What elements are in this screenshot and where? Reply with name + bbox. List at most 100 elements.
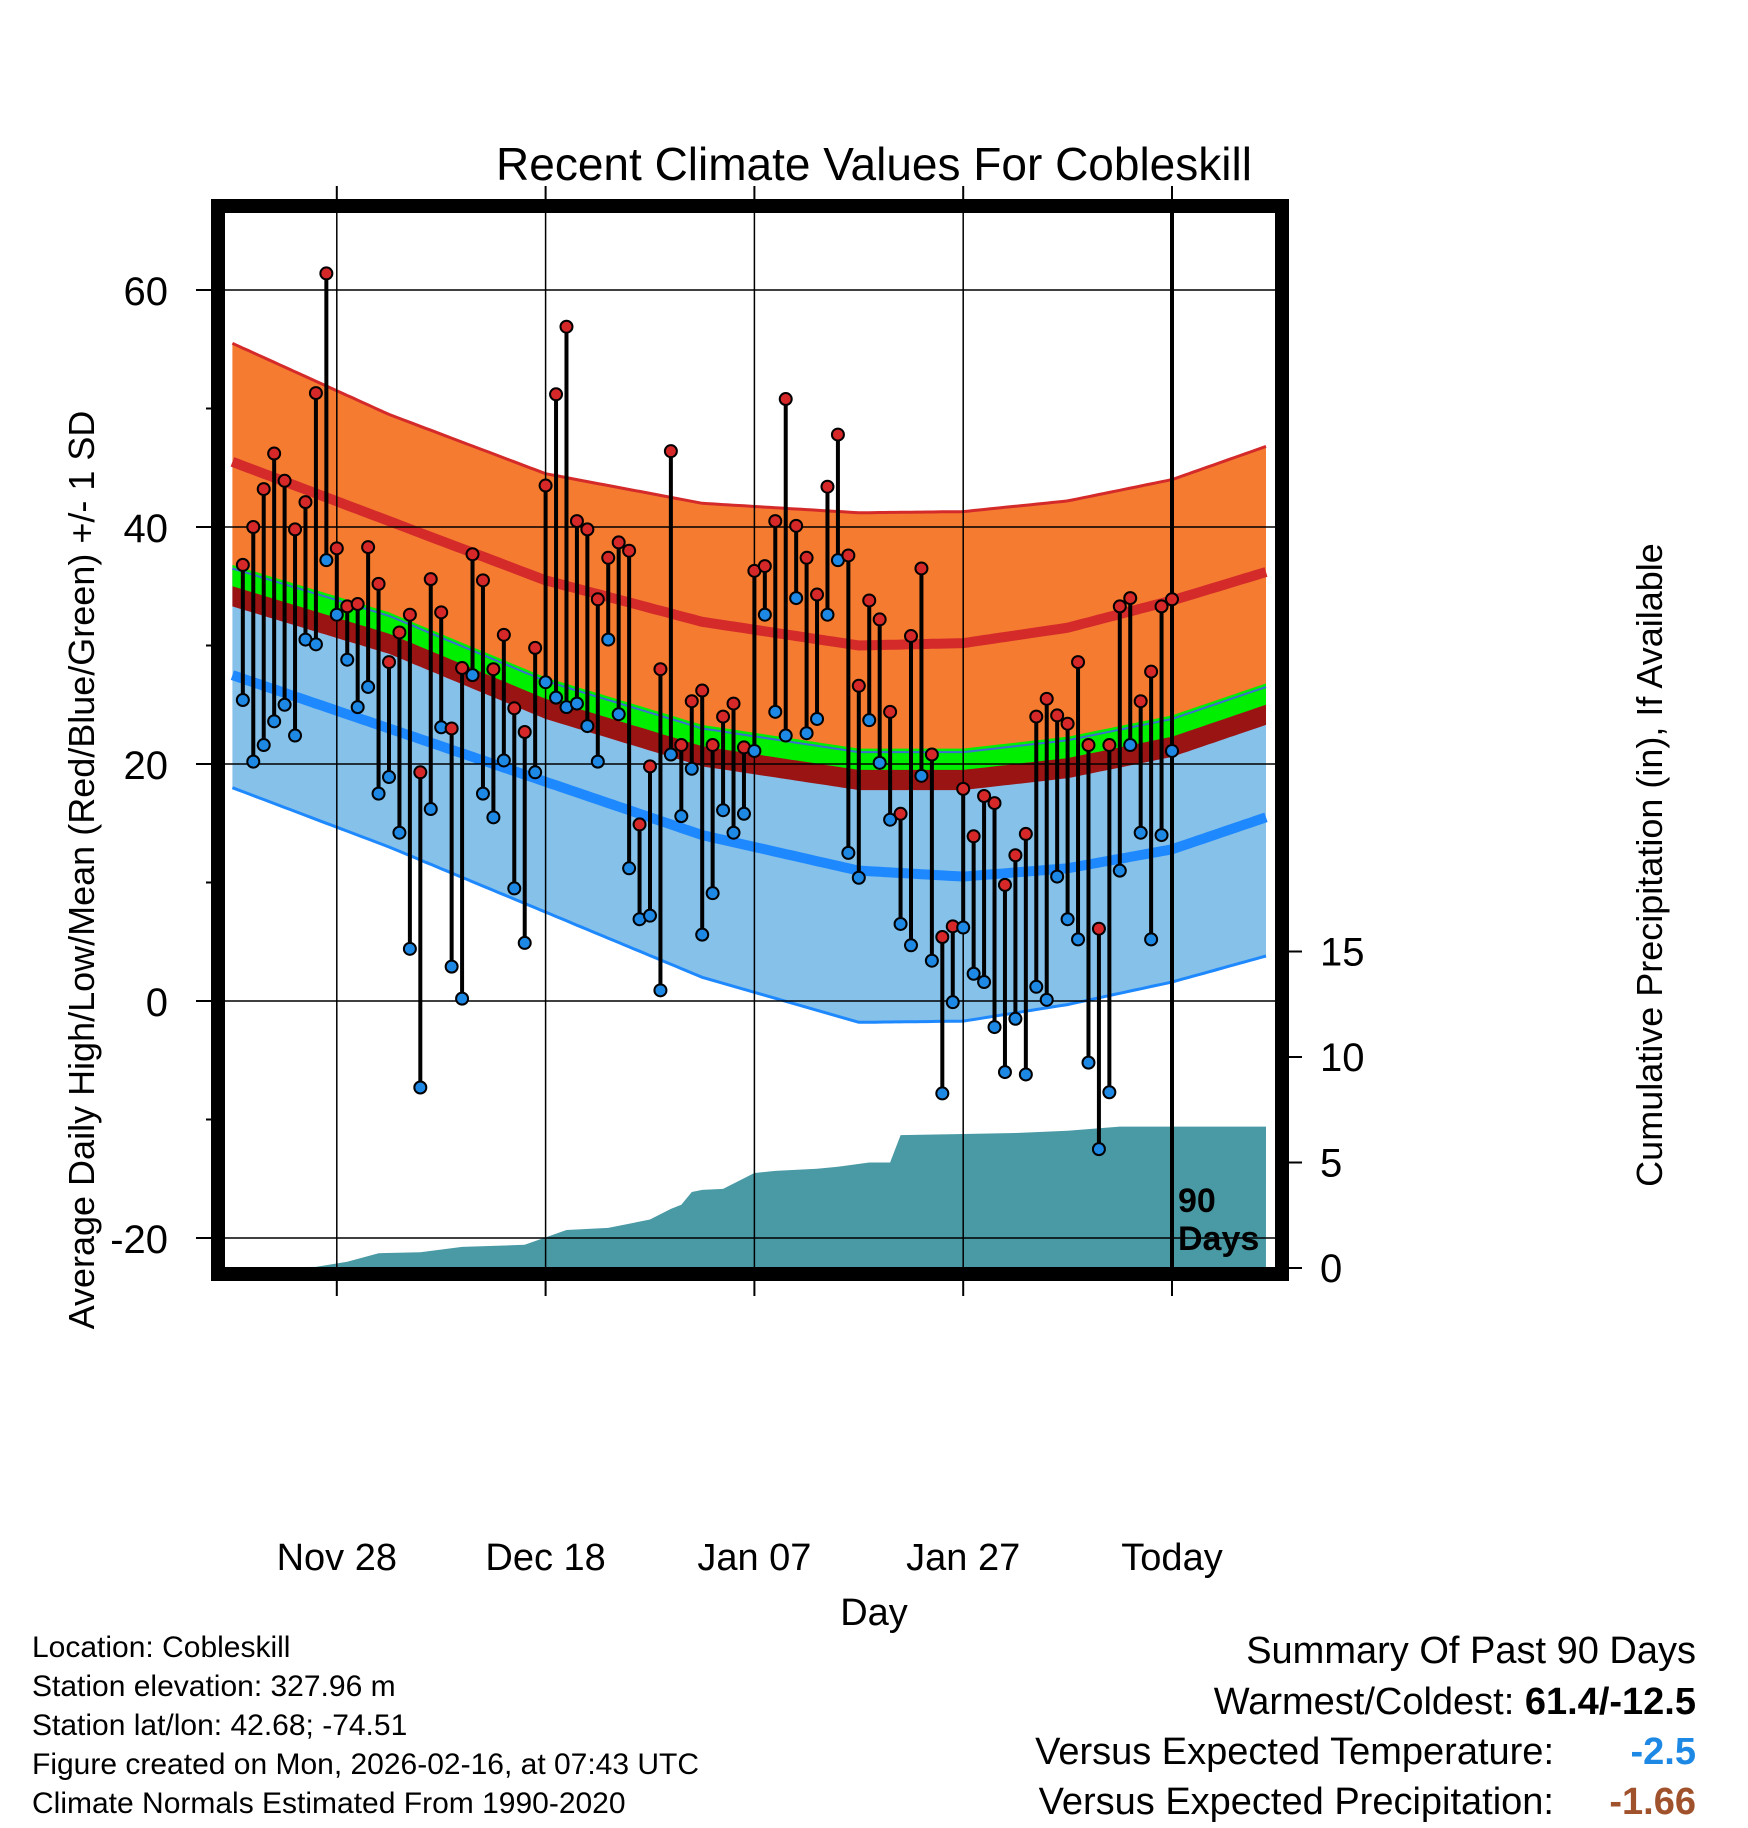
warmest-label: Warmest/Coldest: — [1213, 1681, 1515, 1723]
low-temp-point — [475, 786, 490, 801]
high-temp-point — [1050, 708, 1065, 723]
high-temp-point — [726, 696, 741, 711]
low-temp-point — [904, 938, 918, 953]
high-temp-point — [298, 495, 313, 510]
low-temp-point — [361, 679, 376, 694]
high-temp-point — [789, 518, 804, 533]
low-temp-point — [371, 786, 386, 801]
high-temp-point — [434, 605, 449, 620]
low-temp-point — [622, 861, 637, 876]
high-temp-point — [935, 930, 950, 945]
summary-title: Summary Of Past 90 Days — [1246, 1630, 1696, 1672]
low-temp-point — [308, 637, 323, 652]
x-tick-label-3: Jan 07 — [697, 1537, 811, 1579]
low-temp-point — [914, 768, 929, 783]
y-axis-label: Average Daily High/Low/Mean (Red/Blue/Gr… — [61, 411, 102, 1330]
high-temp-point — [590, 592, 605, 607]
high-temp-point — [475, 573, 490, 588]
low-temp-point — [319, 553, 334, 568]
low-temp-point — [580, 719, 595, 734]
high-temp-point — [559, 319, 574, 334]
low-temp-point — [1039, 992, 1054, 1007]
low-temp-point — [382, 770, 396, 785]
low-temp-point — [1060, 912, 1075, 927]
high-temp-point — [1123, 591, 1138, 606]
high-temp-point — [580, 522, 595, 537]
low-temp-point — [799, 726, 814, 741]
high-temp-point — [705, 738, 720, 753]
high-temp-point — [1018, 826, 1033, 841]
high-temp-point — [455, 661, 470, 676]
y-tick-label-5: -20 — [110, 1218, 168, 1262]
x-tick-label-1: Nov 28 — [277, 1537, 397, 1579]
low-temp-point — [1018, 1067, 1033, 1082]
low-temp-point — [1029, 979, 1044, 994]
low-temp-point — [757, 607, 772, 622]
warmest-value: 61.4/-12.5 — [1524, 1681, 1696, 1723]
high-temp-point — [862, 593, 877, 608]
low-temp-point — [726, 825, 741, 840]
location-text: Location: Cobleskill — [32, 1631, 291, 1664]
low-temp-point — [1008, 1011, 1023, 1026]
high-temp-point — [1133, 694, 1148, 709]
low-temp-point — [1081, 1055, 1096, 1070]
high-temp-point — [799, 550, 814, 565]
high-temp-point — [465, 547, 480, 562]
high-temp-point — [329, 541, 344, 556]
high-temp-point — [914, 561, 929, 576]
plot-content — [224, 212, 1276, 1268]
high-temp-point — [872, 612, 887, 627]
high-temp-point — [256, 482, 271, 497]
daily-dots — [235, 266, 1179, 1157]
high-temp-point — [966, 829, 981, 844]
high-temp-point — [851, 678, 866, 693]
y2-tick-label-3: 5 — [1320, 1142, 1342, 1186]
low-temp-point — [601, 632, 616, 647]
low-temp-point — [517, 935, 532, 950]
low-temp-point — [507, 881, 522, 896]
high-temp-point — [653, 662, 668, 677]
low-temp-point — [684, 761, 699, 776]
low-temp-point — [810, 711, 825, 726]
low-temp-point — [392, 825, 407, 840]
temp-value: -2.5 — [1630, 1731, 1696, 1773]
low-temp-point — [496, 753, 511, 768]
low-temp-point — [569, 696, 584, 711]
low-temp-point — [768, 704, 783, 719]
high-temp-point — [977, 788, 992, 803]
high-temp-point — [517, 725, 532, 740]
low-temp-point — [747, 743, 762, 758]
low-temp-point — [444, 959, 459, 974]
low-temp-point — [256, 738, 271, 753]
high-temp-point — [611, 535, 626, 550]
precip-value: -1.66 — [1609, 1781, 1696, 1823]
high-temp-point — [1154, 599, 1169, 614]
high-temp-point — [632, 817, 647, 832]
high-temp-point — [361, 540, 376, 555]
high-temp-point — [757, 559, 772, 574]
high-temp-point — [1060, 716, 1075, 731]
low-temp-point — [267, 714, 282, 729]
temp-row: Versus Expected Temperature: -2.5 — [1035, 1727, 1696, 1777]
axes: 60 40 20 0 -20 Nov 28 Dec 18 Jan 07 Jan 27 Today 1… — [110, 186, 1365, 1579]
high-temp-point — [246, 520, 261, 534]
chart-title: Recent Climate Values For Cobleskill — [496, 138, 1252, 190]
low-temp-point — [235, 693, 250, 708]
low-temp-point — [549, 690, 564, 705]
low-temp-point — [340, 652, 355, 667]
y2-tick-label-2: 10 — [1320, 1036, 1365, 1080]
low-temp-point — [935, 1086, 950, 1101]
low-temp-point — [288, 728, 303, 743]
high-temp-point — [538, 478, 553, 493]
warmest-row: Warmest/Coldest: 61.4/-12.5 — [1035, 1677, 1696, 1727]
high-temp-point — [1165, 592, 1179, 607]
low-temp-point — [1165, 743, 1179, 758]
high-temp-point — [601, 550, 616, 565]
x-tick-label-4: Jan 27 — [906, 1537, 1020, 1579]
high-temp-point — [413, 765, 428, 780]
high-temp-point — [841, 548, 856, 563]
latlon-text: Station lat/lon: 42.68; -74.51 — [32, 1709, 408, 1742]
high-temp-point — [402, 607, 417, 622]
low-temp-point — [820, 607, 835, 622]
